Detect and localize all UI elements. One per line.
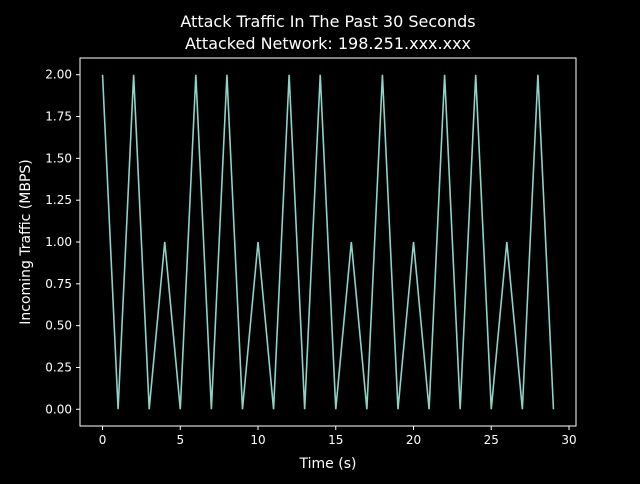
x-tick-label: 20 xyxy=(406,433,421,447)
x-tick-label: 5 xyxy=(176,433,184,447)
x-tick-label: 15 xyxy=(328,433,343,447)
y-tick-label: 1.50 xyxy=(45,151,72,165)
y-tick-label: 1.00 xyxy=(45,235,72,249)
x-tick-label: 0 xyxy=(99,433,107,447)
series-layer xyxy=(101,74,555,410)
chart-title-line1: Attack Traffic In The Past 30 Seconds xyxy=(180,12,475,31)
y-tick-label: 2.00 xyxy=(45,68,72,82)
x-axis-label: Time (s) xyxy=(299,456,357,472)
y-tick-label: 0.25 xyxy=(45,360,72,374)
chart-title-line2: Attacked Network: 198.251.xxx.xxx xyxy=(185,34,471,53)
x-tick-label: 10 xyxy=(250,433,265,447)
series-line xyxy=(101,74,555,410)
y-tick-label: 0.50 xyxy=(45,319,72,333)
y-axis-ticks: 0.00 0.25 0.50 0.75 1.00 1.25 1.50 1.75 2.00 xyxy=(45,68,80,416)
x-tick-label: 25 xyxy=(484,433,499,447)
y-tick-label: 1.75 xyxy=(45,110,72,124)
y-tick-label: 1.25 xyxy=(45,193,72,207)
y-axis-label: Incoming Traffic (MBPS) xyxy=(18,159,34,324)
y-tick-label: 0.75 xyxy=(45,277,72,291)
y-tick-label: 0.00 xyxy=(45,402,72,416)
x-axis-ticks: 0 5 10 15 20 25 30 xyxy=(99,426,577,447)
x-tick-label: 30 xyxy=(561,433,576,447)
